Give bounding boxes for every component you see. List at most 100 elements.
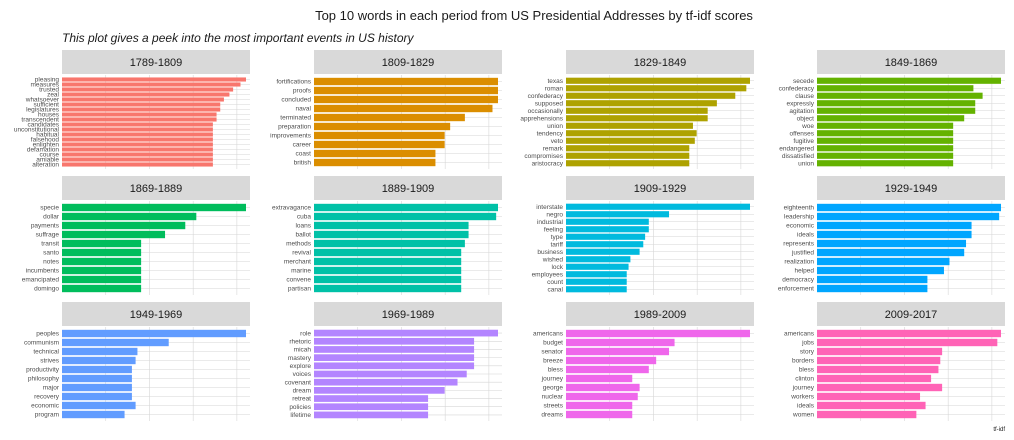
facet-strip-label: 1869-1889	[130, 183, 183, 195]
y-tick-label: realization	[784, 259, 814, 266]
y-tick-label: ideals	[797, 403, 815, 410]
y-tick-label: proofs	[293, 88, 312, 95]
bar	[566, 137, 695, 144]
bar	[566, 115, 708, 122]
bar	[817, 365, 939, 374]
y-tick-label: partisan	[288, 286, 312, 293]
bar	[566, 130, 697, 137]
bar	[62, 383, 132, 392]
y-tick-label: helped	[794, 268, 814, 275]
y-tick-label: pleasing	[35, 77, 60, 84]
y-tick-label: borders	[792, 358, 815, 365]
y-tick-label: preparation	[278, 124, 311, 131]
bar	[566, 271, 627, 278]
y-tick-label: houses	[38, 112, 60, 119]
bar	[817, 160, 954, 167]
y-tick-label: clause	[795, 93, 814, 100]
facet-strip	[566, 50, 754, 74]
bar	[566, 107, 708, 114]
y-tick-label: peoples	[36, 331, 60, 338]
y-tick-label: remark	[543, 145, 564, 152]
facet-strip-label: 2009-2017	[885, 309, 938, 321]
y-tick-label: business	[537, 249, 563, 256]
y-tick-label: canal	[547, 286, 563, 293]
y-tick-label: transit	[41, 241, 59, 248]
bar	[62, 203, 246, 212]
facet-strip-label: 1809-1829	[382, 57, 435, 69]
y-tick-label: notes	[43, 259, 60, 266]
bar	[566, 347, 670, 356]
bar	[62, 410, 125, 419]
bar	[817, 383, 943, 392]
bar	[817, 257, 950, 266]
y-tick-label: economic	[786, 223, 815, 230]
bar	[62, 338, 169, 347]
bar	[62, 97, 224, 102]
y-tick-label: occasionally	[528, 108, 564, 115]
bar	[314, 370, 467, 378]
y-tick-label: eighteenth	[784, 205, 815, 212]
bar	[817, 221, 972, 230]
y-tick-label: expressly	[787, 100, 815, 107]
bar	[566, 383, 640, 392]
bar	[817, 107, 976, 114]
y-tick-label: defamation	[27, 147, 60, 154]
y-tick-label: leadership	[784, 214, 814, 221]
bar	[817, 212, 1000, 221]
facet-strip	[62, 50, 250, 74]
y-tick-label: supposed	[535, 100, 564, 107]
y-tick-label: british	[294, 160, 312, 167]
facet-strip-label: 1909-1929	[634, 183, 687, 195]
facet-strip	[314, 176, 502, 200]
bar	[314, 346, 475, 353]
y-tick-label: loans	[295, 223, 311, 230]
y-tick-label: employees	[532, 271, 564, 278]
bar	[62, 257, 142, 266]
bar	[314, 378, 458, 386]
facet-strip-label: 1989-2009	[634, 309, 687, 321]
facet-strip	[62, 176, 250, 200]
y-tick-label: alteration	[32, 162, 59, 169]
bar	[314, 284, 462, 293]
bar	[62, 107, 221, 112]
y-tick-label: habitual	[36, 132, 59, 139]
bar	[62, 92, 230, 97]
bar	[566, 211, 670, 218]
chart-subtitle: This plot gives a peek into the most imp…	[62, 31, 414, 45]
y-tick-label: ideals	[797, 232, 815, 239]
y-tick-label: retreat	[292, 396, 311, 403]
bar	[62, 374, 132, 383]
bar	[62, 275, 142, 284]
y-tick-label: breeze	[543, 358, 563, 365]
bar	[62, 152, 213, 157]
y-tick-label: major	[43, 385, 60, 392]
y-tick-label: streets	[543, 403, 563, 410]
y-tick-label: veto	[551, 138, 564, 145]
y-tick-label: justified	[791, 250, 814, 257]
y-tick-label: naval	[295, 106, 311, 113]
y-tick-label: dreams	[541, 412, 563, 419]
bar	[817, 284, 928, 293]
bar	[62, 77, 246, 82]
bar	[566, 233, 646, 240]
bar	[62, 248, 142, 257]
bar	[314, 131, 445, 140]
bar	[62, 212, 197, 221]
y-tick-label: concluded	[281, 97, 311, 104]
y-tick-label: fugitive	[793, 138, 814, 145]
facet-strip	[314, 50, 502, 74]
bar	[566, 160, 690, 167]
bar	[62, 142, 213, 147]
bar	[817, 329, 1001, 338]
y-tick-label: policies	[289, 404, 311, 411]
y-tick-label: micah	[294, 347, 312, 354]
y-tick-label: enforcement	[778, 286, 814, 293]
facet-panel: 1789-1809 pleasingmeasurestrustedzealwhat…	[14, 50, 250, 169]
bar	[566, 226, 649, 233]
y-tick-label: count	[547, 279, 563, 286]
y-tick-label: revival	[292, 250, 311, 257]
y-tick-label: senator	[541, 349, 564, 356]
bar	[817, 203, 1001, 212]
bar	[566, 401, 633, 410]
